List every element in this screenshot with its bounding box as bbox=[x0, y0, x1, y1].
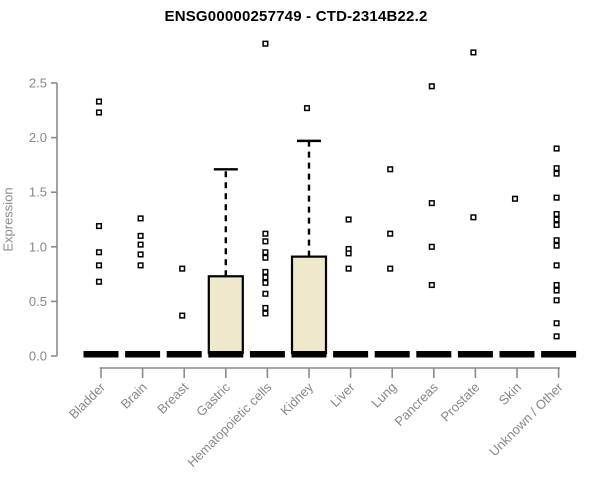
median-bar bbox=[541, 351, 577, 358]
x-axis-label: Unknown / Other bbox=[486, 379, 566, 459]
y-tick-label: 1.5 bbox=[29, 185, 47, 200]
data-point bbox=[95, 262, 103, 269]
data-point bbox=[553, 145, 560, 152]
data-point bbox=[95, 278, 103, 285]
data-point bbox=[262, 249, 269, 256]
data-point bbox=[553, 287, 560, 294]
box bbox=[207, 275, 244, 355]
data-point bbox=[95, 109, 103, 116]
x-axis-label: Liver bbox=[327, 379, 358, 410]
data-point bbox=[262, 290, 269, 297]
data-point bbox=[262, 304, 269, 312]
data-point bbox=[428, 83, 435, 90]
data-point bbox=[179, 265, 186, 272]
data-point bbox=[470, 49, 477, 56]
median-bar bbox=[457, 351, 493, 358]
data-point bbox=[387, 230, 394, 237]
data-point bbox=[553, 165, 560, 172]
data-point bbox=[345, 250, 352, 257]
data-point bbox=[387, 166, 394, 173]
data-point bbox=[262, 238, 269, 245]
data-point bbox=[470, 214, 477, 221]
data-point bbox=[262, 230, 269, 237]
median-bar bbox=[374, 351, 410, 358]
y-tick-label: 0.0 bbox=[29, 349, 47, 364]
x-axis-label: Gastric bbox=[193, 379, 233, 419]
x-axis-label: Bladder bbox=[66, 379, 109, 422]
median-bar bbox=[166, 351, 202, 358]
x-axis-label: Breast bbox=[154, 379, 191, 416]
data-point bbox=[262, 40, 269, 47]
data-point bbox=[553, 297, 560, 304]
data-point bbox=[95, 249, 103, 256]
y-tick-label: 2.5 bbox=[29, 76, 47, 91]
data-point bbox=[262, 274, 269, 281]
data-point bbox=[553, 242, 560, 249]
data-point bbox=[553, 216, 560, 223]
data-point bbox=[137, 232, 144, 239]
box bbox=[290, 255, 328, 355]
data-point bbox=[553, 320, 560, 327]
data-point bbox=[262, 254, 269, 261]
median-bar bbox=[291, 351, 327, 358]
median-bar bbox=[416, 351, 452, 358]
data-point bbox=[553, 237, 560, 244]
x-axis-label: Prostate bbox=[438, 380, 483, 425]
data-point bbox=[553, 333, 560, 340]
data-point bbox=[511, 195, 519, 202]
data-point bbox=[553, 221, 560, 229]
median-bar bbox=[208, 351, 244, 358]
data-point bbox=[553, 210, 560, 218]
median-bar bbox=[83, 351, 119, 358]
data-point bbox=[553, 281, 560, 289]
data-point bbox=[137, 215, 144, 222]
data-point bbox=[428, 243, 435, 250]
data-point bbox=[387, 265, 394, 272]
median-bar bbox=[333, 351, 369, 358]
x-axis-label: Pancreas bbox=[391, 379, 441, 429]
median-bar bbox=[125, 351, 161, 358]
data-point bbox=[137, 241, 144, 248]
data-point bbox=[553, 262, 560, 269]
data-point bbox=[262, 279, 269, 286]
x-axis-label: Skin bbox=[496, 380, 524, 408]
data-point bbox=[262, 310, 269, 317]
x-axis-label: Lung bbox=[368, 380, 399, 411]
data-point bbox=[179, 312, 186, 319]
data-point bbox=[137, 262, 144, 269]
data-point bbox=[428, 281, 435, 289]
data-point bbox=[345, 216, 352, 223]
data-point bbox=[95, 98, 103, 105]
data-point bbox=[428, 200, 435, 207]
data-point bbox=[345, 265, 352, 272]
data-point bbox=[553, 170, 560, 177]
median-bar bbox=[249, 351, 285, 358]
y-tick-label: 0.5 bbox=[29, 294, 47, 309]
y-tick-label: 1.0 bbox=[29, 239, 47, 254]
data-point bbox=[303, 105, 311, 112]
data-point bbox=[553, 194, 560, 201]
x-axis-label: Kidney bbox=[277, 379, 316, 418]
median-bar bbox=[499, 351, 535, 358]
data-point bbox=[137, 251, 144, 258]
chart-title: ENSG00000257749 - CTD-2314B22.2 bbox=[164, 8, 428, 25]
data-point bbox=[262, 268, 269, 275]
y-tick-label: 2.0 bbox=[29, 130, 47, 145]
x-axis-label: Brain bbox=[118, 380, 150, 412]
data-point bbox=[95, 223, 103, 230]
